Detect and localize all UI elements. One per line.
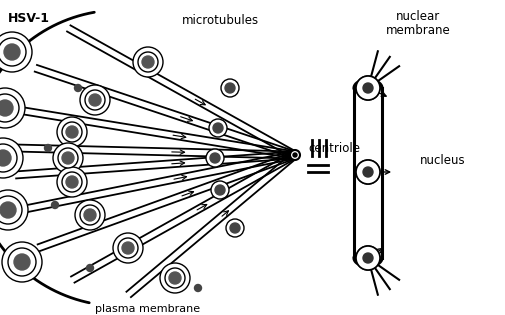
Circle shape — [113, 233, 143, 263]
Circle shape — [213, 123, 223, 133]
Circle shape — [75, 84, 81, 91]
Circle shape — [142, 56, 154, 68]
Circle shape — [138, 52, 158, 72]
Circle shape — [52, 202, 59, 209]
Text: microtubules: microtubules — [181, 14, 259, 27]
Circle shape — [4, 44, 20, 60]
Circle shape — [0, 202, 16, 218]
Circle shape — [363, 253, 373, 263]
Circle shape — [230, 223, 240, 233]
Circle shape — [118, 238, 138, 258]
Text: nucleus: nucleus — [420, 153, 466, 167]
Circle shape — [86, 265, 93, 272]
Circle shape — [293, 153, 297, 157]
Circle shape — [14, 254, 30, 270]
Circle shape — [0, 88, 25, 128]
Circle shape — [53, 143, 83, 173]
Circle shape — [226, 219, 244, 237]
Text: nuclear: nuclear — [396, 10, 440, 23]
Circle shape — [363, 167, 373, 177]
Circle shape — [0, 38, 26, 66]
Circle shape — [0, 144, 17, 172]
Circle shape — [356, 246, 380, 270]
Text: HSV-1: HSV-1 — [8, 12, 50, 25]
Circle shape — [209, 119, 227, 137]
Circle shape — [210, 153, 220, 163]
Text: centriole: centriole — [308, 142, 360, 155]
Circle shape — [0, 94, 19, 122]
Circle shape — [0, 100, 13, 116]
Circle shape — [194, 284, 201, 291]
Circle shape — [211, 181, 229, 199]
Text: membrane: membrane — [386, 24, 450, 37]
Circle shape — [89, 94, 101, 106]
Circle shape — [62, 172, 82, 192]
Circle shape — [363, 83, 373, 93]
Circle shape — [361, 81, 375, 95]
Circle shape — [215, 185, 225, 195]
Circle shape — [0, 150, 11, 166]
Text: plasma membrane: plasma membrane — [95, 304, 200, 314]
Circle shape — [80, 85, 110, 115]
Circle shape — [57, 117, 87, 147]
Circle shape — [44, 145, 52, 152]
Circle shape — [8, 248, 36, 276]
Circle shape — [356, 160, 380, 184]
Circle shape — [356, 160, 380, 184]
Circle shape — [225, 83, 235, 93]
Circle shape — [356, 76, 380, 100]
Circle shape — [361, 251, 375, 265]
Circle shape — [85, 90, 105, 110]
Circle shape — [2, 242, 42, 282]
Circle shape — [84, 209, 96, 221]
Circle shape — [221, 79, 239, 97]
Circle shape — [62, 122, 82, 142]
Circle shape — [66, 126, 78, 138]
Circle shape — [361, 165, 375, 179]
Circle shape — [206, 149, 224, 167]
Circle shape — [169, 272, 181, 284]
Circle shape — [165, 268, 185, 288]
Circle shape — [0, 196, 22, 224]
Circle shape — [57, 167, 87, 197]
Circle shape — [75, 200, 105, 230]
Circle shape — [290, 150, 300, 160]
Circle shape — [356, 246, 380, 270]
Circle shape — [0, 32, 32, 72]
Circle shape — [0, 190, 28, 230]
Circle shape — [0, 138, 23, 178]
Circle shape — [58, 148, 78, 168]
Circle shape — [160, 263, 190, 293]
Circle shape — [122, 242, 134, 254]
Circle shape — [80, 205, 100, 225]
Circle shape — [66, 176, 78, 188]
Circle shape — [356, 76, 380, 100]
Circle shape — [133, 47, 163, 77]
Circle shape — [62, 152, 74, 164]
